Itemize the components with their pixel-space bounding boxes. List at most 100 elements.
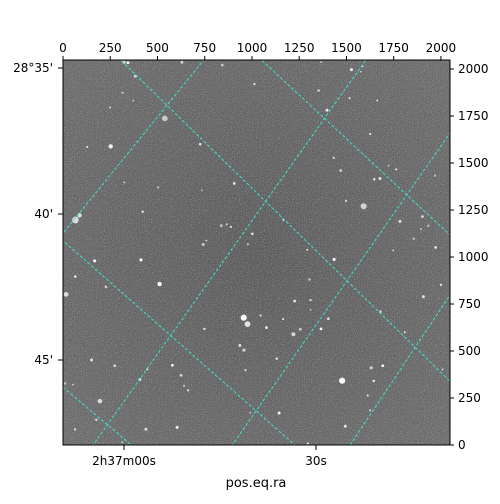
- star: [240, 314, 247, 321]
- star: [246, 243, 249, 246]
- star: [421, 295, 425, 299]
- star: [317, 89, 320, 92]
- star: [109, 106, 112, 109]
- star: [171, 363, 174, 367]
- star: [392, 249, 395, 252]
- star: [275, 357, 279, 360]
- star: [198, 142, 202, 146]
- star: [366, 394, 369, 397]
- star: [72, 216, 79, 224]
- x-axis-label: pos.eq.ra: [226, 476, 287, 491]
- star: [308, 278, 311, 281]
- star: [203, 327, 206, 331]
- star: [108, 144, 113, 149]
- star: [421, 215, 424, 218]
- star: [369, 366, 373, 370]
- star: [441, 368, 444, 371]
- star: [339, 169, 343, 173]
- plot-frame: [62, 59, 451, 446]
- right-tick-label: 250: [458, 391, 481, 405]
- star: [381, 364, 385, 368]
- top-tick-label: 1000: [237, 41, 268, 55]
- star: [369, 132, 372, 136]
- right-tick-label: 750: [458, 297, 481, 311]
- top-tick-label: 500: [146, 41, 169, 55]
- star: [359, 70, 362, 73]
- star: [86, 146, 89, 148]
- top-tick-label: 250: [99, 41, 122, 55]
- right-tick-label: 2000: [458, 62, 489, 76]
- star: [253, 82, 256, 86]
- world-axis-ticks: 2h37m00s 30s 28°35' 40' 45': [13, 61, 327, 468]
- star: [344, 199, 348, 203]
- star: [348, 97, 351, 100]
- star: [187, 389, 190, 392]
- top-tick-label: 1250: [284, 41, 315, 55]
- right-tick-label: 500: [458, 344, 481, 358]
- right-tick-label: 1250: [458, 203, 489, 217]
- star: [320, 61, 322, 64]
- star: [319, 327, 323, 331]
- star: [179, 373, 183, 377]
- star: [298, 327, 302, 331]
- star: [72, 383, 74, 386]
- star: [360, 203, 367, 210]
- grid-line: [231, 132, 450, 445]
- star: [90, 358, 94, 362]
- star: [395, 168, 398, 171]
- grid-line: [119, 60, 450, 382]
- star: [244, 369, 247, 372]
- star: [251, 232, 254, 236]
- grid-line: [63, 60, 205, 235]
- star: [398, 219, 402, 223]
- star: [325, 108, 329, 112]
- star: [183, 384, 186, 387]
- star: [309, 298, 312, 302]
- star: [232, 182, 236, 185]
- star: [439, 283, 443, 286]
- ra-tick-label: 30s: [305, 454, 327, 468]
- star: [327, 317, 330, 321]
- star: [378, 177, 382, 181]
- star: [291, 332, 296, 337]
- star: [387, 164, 390, 167]
- star: [201, 242, 205, 246]
- sky-image: [63, 60, 450, 445]
- star: [265, 326, 268, 329]
- star: [93, 259, 97, 263]
- star: [63, 382, 67, 385]
- star: [332, 156, 335, 159]
- star: [175, 425, 179, 429]
- star: [376, 99, 379, 102]
- star: [63, 292, 69, 297]
- star: [420, 228, 422, 230]
- dec-tick-label: 45': [34, 353, 53, 367]
- star: [220, 63, 224, 67]
- star: [74, 275, 77, 278]
- star: [73, 428, 77, 431]
- star: [121, 91, 124, 94]
- star: [373, 178, 376, 181]
- stars-layer: [63, 60, 444, 445]
- right-tick-label: 0: [458, 438, 466, 452]
- star: [339, 377, 346, 384]
- grid-line: [63, 386, 133, 445]
- ra-tick-label: 2h37m00s: [92, 454, 156, 468]
- star: [180, 60, 184, 64]
- star: [95, 418, 98, 422]
- star: [309, 309, 312, 311]
- pixel-axis-ticks: 0 250 500 750 1000 1250 1500 1750 2000 0 250 500 750…: [59, 41, 488, 452]
- star: [332, 257, 336, 262]
- star: [238, 343, 242, 347]
- star: [369, 409, 372, 412]
- star: [126, 61, 130, 65]
- star: [104, 285, 108, 289]
- star: [343, 424, 347, 428]
- grid-line: [92, 60, 367, 445]
- star: [244, 321, 251, 327]
- star: [157, 281, 162, 287]
- star: [277, 411, 281, 415]
- star: [121, 441, 124, 444]
- star: [372, 379, 376, 383]
